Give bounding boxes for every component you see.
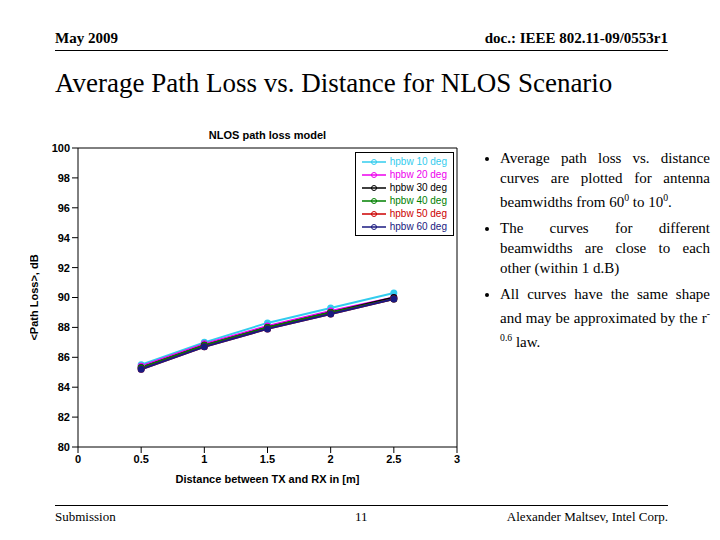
svg-text:2: 2 bbox=[328, 453, 334, 465]
html-text:hpbw 60 deg: hpbw 60 deg bbox=[389, 221, 447, 232]
html-text:Average Path Loss vs. Distance: Average Path Loss vs. Distance for NLOS … bbox=[55, 68, 613, 98]
html-text:Average path loss vs. distance: Average path loss vs. distance curves ar… bbox=[500, 150, 710, 210]
html-text:hpbw 30 deg: hpbw 30 deg bbox=[389, 182, 447, 193]
svg-text:100: 100 bbox=[52, 142, 70, 154]
html-text:Alexander Maltsev, Intel Corp.: Alexander Maltsev, Intel Corp. bbox=[506, 509, 668, 524]
html-text:0.: 0. bbox=[663, 192, 672, 210]
html-text:May 2009: May 2009 bbox=[55, 30, 118, 46]
html-text:hpbw 10 deg: hpbw 10 deg bbox=[389, 156, 447, 167]
html-text:doc.: IEEE 802.11-09/0553r1: doc.: IEEE 802.11-09/0553r1 bbox=[484, 30, 668, 46]
svg-text:94: 94 bbox=[58, 232, 71, 244]
svg-text:2.5: 2.5 bbox=[386, 453, 401, 465]
svg-text:80: 80 bbox=[58, 441, 70, 453]
svg-text:0: 0 bbox=[75, 453, 81, 465]
svg-text:92: 92 bbox=[58, 262, 70, 274]
html-text:NLOS path loss model: NLOS path loss model bbox=[208, 129, 327, 141]
html-text:Submission: Submission bbox=[55, 509, 116, 524]
svg-text:96: 96 bbox=[58, 202, 70, 214]
svg-text:3: 3 bbox=[454, 453, 460, 465]
svg-text:Distance between TX and RX in: Distance between TX and RX in [m] bbox=[176, 473, 360, 485]
html-text:All curves have the same shape: All curves have the same shape and may b… bbox=[500, 286, 710, 350]
svg-text:1.5: 1.5 bbox=[260, 453, 275, 465]
html-text:hpbw 20 deg: hpbw 20 deg bbox=[389, 169, 447, 180]
html-text:11: 11 bbox=[355, 509, 368, 524]
svg-text:98: 98 bbox=[58, 172, 70, 184]
svg-text:90: 90 bbox=[58, 291, 70, 303]
svg-text:1: 1 bbox=[201, 453, 207, 465]
svg-text:84: 84 bbox=[58, 381, 71, 393]
svg-text:88: 88 bbox=[58, 321, 70, 333]
svg-text:0.5: 0.5 bbox=[134, 453, 149, 465]
svg-text:86: 86 bbox=[58, 351, 70, 363]
html-text:hpbw 40 deg: hpbw 40 deg bbox=[389, 195, 447, 206]
html-text:0to 10: 0to 10 bbox=[624, 192, 664, 210]
html-text:hpbw 50 deg: hpbw 50 deg bbox=[389, 208, 447, 219]
svg-text:82: 82 bbox=[58, 411, 70, 423]
html-text:The curves for different beamw: The curves for different beamwidths are … bbox=[500, 220, 710, 276]
svg-text:<Path Loss>, dB: <Path Loss>, dB bbox=[30, 254, 40, 340]
